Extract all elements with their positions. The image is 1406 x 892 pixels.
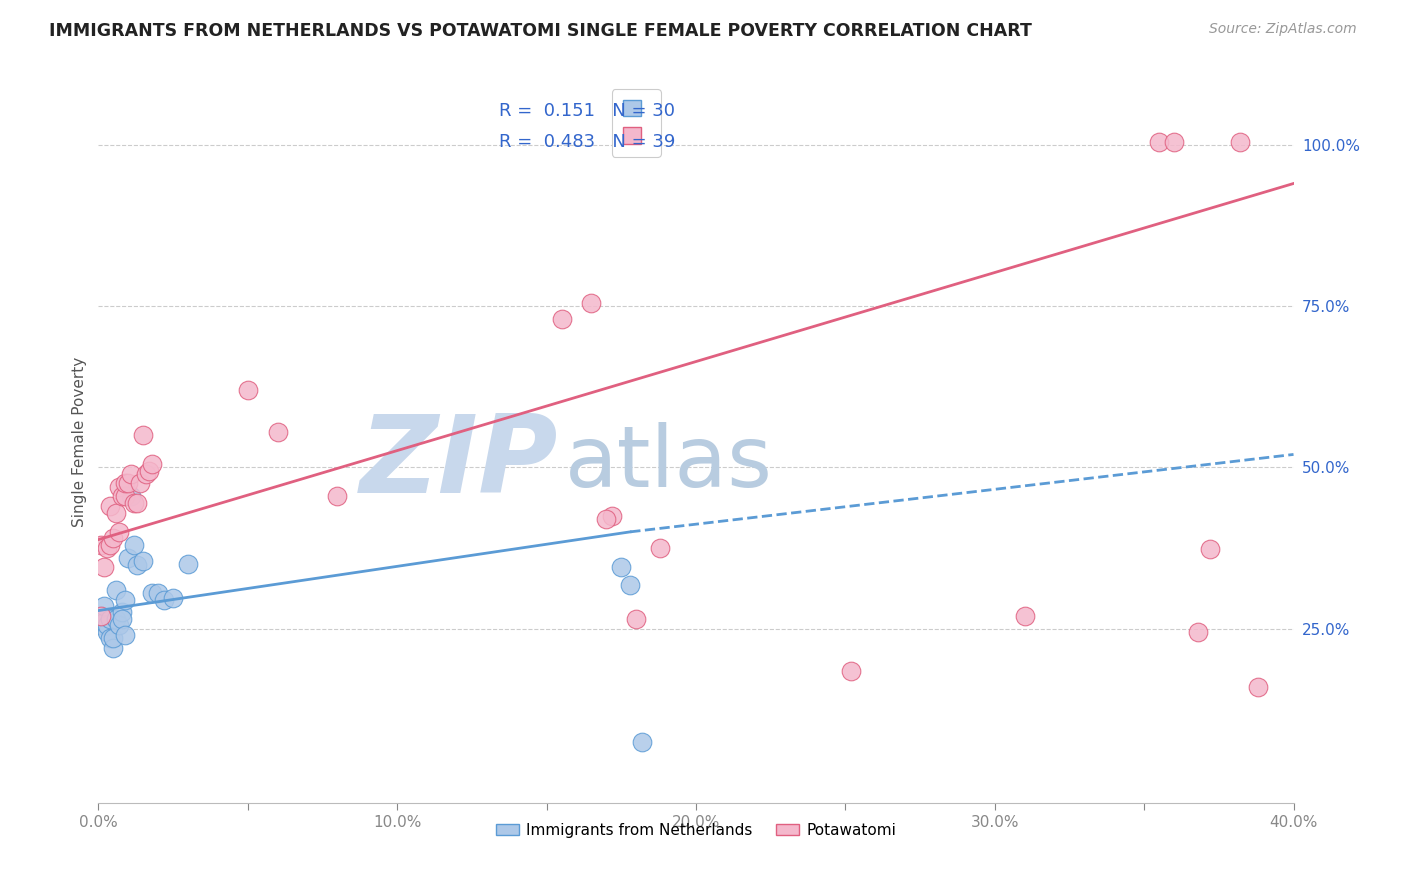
Point: [619, 578, 641, 592]
Point: [105, 506, 128, 520]
Point: [1247, 680, 1270, 694]
Point: [581, 296, 603, 310]
Point: [148, 586, 170, 600]
Point: [111, 606, 134, 620]
Point: [129, 476, 152, 491]
Point: [841, 664, 863, 678]
Point: [111, 612, 134, 626]
Text: R =  0.151   N = 30: R = 0.151 N = 30: [499, 102, 675, 120]
Text: atlas: atlas: [565, 422, 772, 505]
Point: [124, 496, 146, 510]
Point: [96, 618, 118, 632]
Point: [108, 480, 131, 494]
Point: [93, 599, 115, 613]
Point: [103, 632, 125, 646]
Point: [1229, 135, 1251, 149]
Point: [103, 531, 125, 545]
Point: [120, 489, 142, 503]
Point: [132, 428, 155, 442]
Point: [595, 512, 617, 526]
Point: [132, 554, 155, 568]
Point: [120, 467, 142, 481]
Y-axis label: Single Female Poverty: Single Female Poverty: [72, 357, 87, 526]
Point: [162, 591, 184, 605]
Point: [135, 467, 157, 481]
Point: [626, 612, 648, 626]
Point: [1199, 542, 1222, 557]
Point: [127, 496, 149, 510]
Point: [108, 524, 131, 539]
Point: [108, 618, 131, 632]
Point: [93, 615, 115, 630]
Point: [267, 425, 290, 439]
Point: [117, 476, 139, 491]
Point: [114, 489, 136, 503]
Point: [177, 557, 200, 571]
Point: [141, 586, 163, 600]
Point: [631, 734, 654, 748]
Point: [138, 464, 160, 478]
Point: [98, 499, 122, 513]
Point: [98, 612, 122, 626]
Point: [610, 560, 633, 574]
Point: [550, 312, 572, 326]
Point: [124, 538, 146, 552]
Point: [114, 628, 136, 642]
Point: [1163, 135, 1185, 149]
Point: [650, 541, 672, 555]
Point: [117, 550, 139, 565]
Point: [153, 592, 176, 607]
Point: [103, 640, 125, 655]
Point: [1014, 608, 1036, 623]
Point: [105, 612, 128, 626]
Point: [114, 592, 136, 607]
Legend: Immigrants from Netherlands, Potawatomi: Immigrants from Netherlands, Potawatomi: [488, 815, 904, 846]
Text: Source: ZipAtlas.com: Source: ZipAtlas.com: [1209, 22, 1357, 37]
Point: [98, 538, 122, 552]
Point: [90, 608, 112, 623]
Point: [127, 558, 149, 573]
Point: [98, 632, 122, 646]
Point: [236, 383, 259, 397]
Point: [1147, 135, 1170, 149]
Text: ZIP: ZIP: [360, 410, 558, 516]
Text: IMMIGRANTS FROM NETHERLANDS VS POTAWATOMI SINGLE FEMALE POVERTY CORRELATION CHAR: IMMIGRANTS FROM NETHERLANDS VS POTAWATOM…: [49, 22, 1032, 40]
Point: [96, 624, 118, 639]
Point: [90, 538, 112, 552]
Point: [105, 582, 128, 597]
Point: [111, 489, 134, 503]
Point: [602, 508, 624, 523]
Point: [96, 541, 118, 555]
Text: R =  0.483   N = 39: R = 0.483 N = 39: [499, 133, 675, 151]
Point: [1187, 624, 1209, 639]
Point: [141, 457, 163, 471]
Point: [90, 618, 112, 632]
Point: [90, 608, 112, 623]
Point: [326, 489, 349, 503]
Point: [114, 476, 136, 491]
Point: [93, 560, 115, 574]
